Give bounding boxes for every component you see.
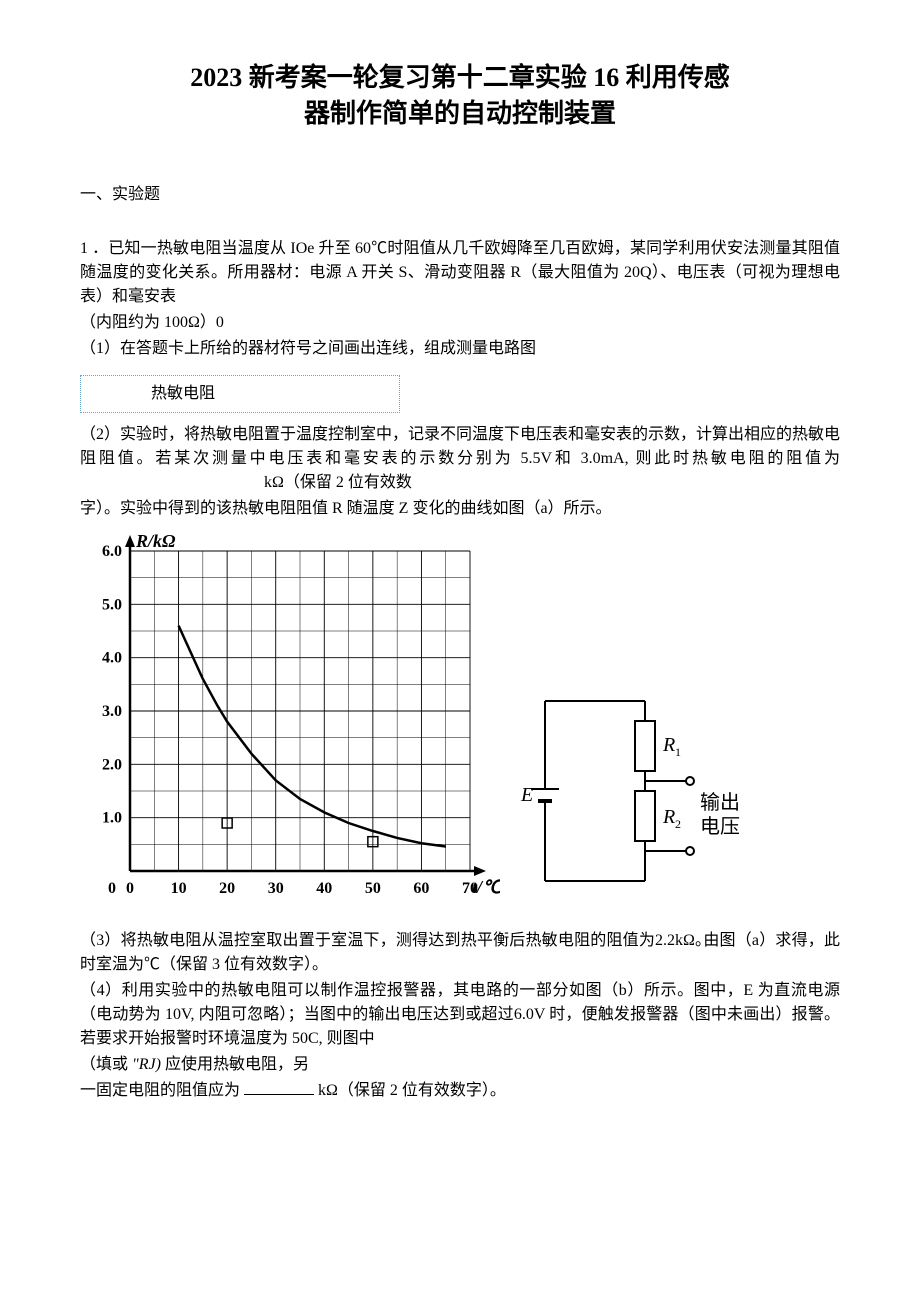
q1-part4-line2: （填或 "RJ) 应使用热敏电阻，另 [80, 1053, 840, 1077]
svg-text:5.0: 5.0 [102, 596, 122, 613]
title-line1: 2023 新考案一轮复习第十二章实验 16 利用传感 [190, 63, 730, 92]
blank-fill [80, 471, 260, 487]
q1-part2-text: （2）实验时，将热敏电阻置于温度控制室中，记录不同温度下电压表和毫安表的示数，计… [80, 426, 840, 467]
svg-text:40: 40 [316, 880, 332, 897]
page-title: 2023 新考案一轮复习第十二章实验 16 利用传感 器制作简单的自动控制装置 [80, 60, 840, 133]
svg-text:R: R [662, 806, 675, 828]
q1-part2-unit: kΩ（保留 2 位有效数 [264, 474, 412, 491]
svg-text:2: 2 [675, 817, 681, 831]
circuit-svg: R1R2E输出电压 [520, 681, 750, 911]
title-line2: 器制作简单的自动控制装置 [304, 99, 616, 128]
q1-part4-e: kΩ（保留 2 位有效数字）。 [318, 1082, 506, 1099]
svg-text:R: R [662, 734, 675, 756]
section-heading: 一、实验题 [80, 183, 840, 207]
svg-text:t/℃: t/℃ [472, 877, 500, 897]
q1-part4-a: （4）利用实验中的热敏电阻可以制作温控报警器，其电路的一部分如图（b）所示。图中… [80, 979, 840, 1051]
q1-part4-d: 一固定电阻的阻值应为 [80, 1082, 240, 1099]
svg-text:1: 1 [675, 745, 681, 759]
q1-part2: （2）实验时，将热敏电阻置于温度控制室中，记录不同温度下电压表和毫安表的示数，计… [80, 423, 840, 495]
svg-text:0: 0 [126, 880, 134, 897]
q1-part4-line3: 一固定电阻的阻值应为 kΩ（保留 2 位有效数字）。 [80, 1079, 840, 1103]
svg-text:1.0: 1.0 [102, 809, 122, 826]
rt-chart-svg: 0102030405060701.02.03.04.05.06.00R/kΩt/… [80, 531, 500, 911]
q1-part4-c: 应使用热敏电阻，另 [165, 1056, 309, 1073]
q1-part1: （1）在答题卡上所给的器材符号之间画出连线，组成测量电路图 [80, 337, 840, 361]
svg-text:50: 50 [365, 880, 381, 897]
svg-text:4.0: 4.0 [102, 649, 122, 666]
svg-text:0: 0 [108, 880, 116, 897]
svg-text:电压: 电压 [700, 815, 740, 838]
thermistor-label: 热敏电阻 [151, 382, 389, 406]
svg-text:E: E [520, 784, 533, 806]
q1-intro-b: （内阻约为 100Ω）0 [80, 311, 840, 335]
q1-part4-b: （填或 [80, 1056, 128, 1073]
question-1: 1 ．已知一热敏电阻当温度从 IOe 升至 60℃时阻值从几千欧姆降至几百欧姆，… [80, 237, 840, 1103]
svg-text:输出: 输出 [700, 791, 740, 814]
circuit-b: R1R2E输出电压 [520, 681, 750, 919]
thermistor-placeholder-box: 热敏电阻 [80, 375, 400, 413]
svg-text:10: 10 [171, 880, 187, 897]
svg-text:20: 20 [219, 880, 235, 897]
figures-row: 0102030405060701.02.03.04.05.06.00R/kΩt/… [80, 531, 840, 919]
blank-fill-2 [244, 1079, 314, 1095]
q1-intro: 1 ．已知一热敏电阻当温度从 IOe 升至 60℃时阻值从几千欧姆降至几百欧姆，… [80, 237, 840, 309]
chart-a: 0102030405060701.02.03.04.05.06.00R/kΩt/… [80, 531, 500, 919]
svg-text:60: 60 [413, 880, 429, 897]
q1-part3: （3）将热敏电阻从温控室取出置于室温下，测得达到热平衡后热敏电阻的阻值为2.2k… [80, 929, 840, 977]
svg-text:6.0: 6.0 [102, 543, 122, 560]
svg-text:30: 30 [268, 880, 284, 897]
q1-part2-b: 字）。实验中得到的该热敏电阻阻值 R 随温度 Z 变化的曲线如图（a）所示。 [80, 497, 840, 521]
svg-text:R/kΩ: R/kΩ [135, 531, 176, 551]
svg-text:2.0: 2.0 [102, 756, 122, 773]
svg-text:3.0: 3.0 [102, 703, 122, 720]
q1-part4-rj: "RJ) [132, 1056, 161, 1073]
